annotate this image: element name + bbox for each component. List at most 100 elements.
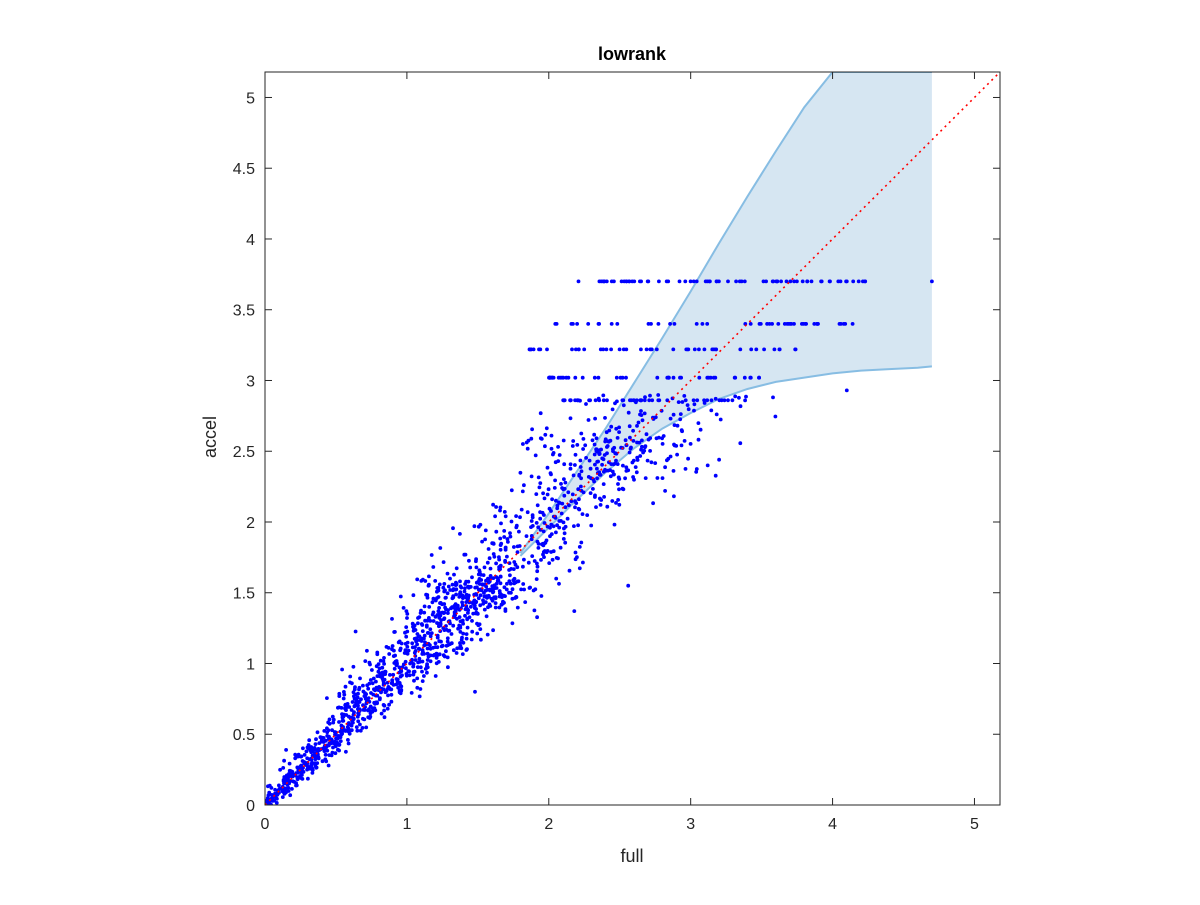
data-point <box>464 632 469 636</box>
data-point <box>428 634 433 639</box>
data-point <box>358 722 362 727</box>
data-point <box>326 720 331 725</box>
data-point <box>671 412 676 417</box>
data-point <box>714 412 719 417</box>
data-point <box>512 560 517 564</box>
data-point <box>623 476 627 481</box>
data-point <box>683 398 688 403</box>
data-point <box>478 593 483 598</box>
data-point <box>612 472 616 477</box>
data-point <box>522 587 526 592</box>
data-point <box>535 615 539 620</box>
data-point <box>572 524 576 528</box>
data-point <box>327 753 332 757</box>
data-point <box>361 716 365 721</box>
data-point <box>572 609 577 613</box>
data-point <box>341 696 346 701</box>
data-point <box>479 572 483 577</box>
data-point <box>351 664 356 669</box>
data-point <box>549 446 554 451</box>
data-point <box>457 595 462 599</box>
data-point <box>714 279 719 284</box>
data-point <box>519 507 524 512</box>
data-point <box>458 641 462 645</box>
data-point <box>392 630 397 634</box>
data-point <box>660 476 665 480</box>
data-point <box>611 449 615 453</box>
data-point <box>621 398 626 403</box>
data-point <box>344 749 348 754</box>
data-point <box>347 714 351 719</box>
data-point <box>441 560 446 564</box>
chart-title: lowrank <box>598 44 667 64</box>
data-point <box>422 674 426 678</box>
data-point <box>348 674 353 679</box>
data-point <box>771 279 776 284</box>
data-point <box>363 659 368 663</box>
data-point <box>588 466 593 471</box>
data-point <box>675 423 680 428</box>
data-point <box>617 502 622 507</box>
data-point <box>705 375 710 380</box>
data-point <box>451 648 456 653</box>
data-point <box>576 506 581 511</box>
data-point <box>762 347 766 352</box>
data-point <box>415 676 420 681</box>
data-point <box>668 454 673 459</box>
data-point <box>563 480 568 485</box>
data-point <box>458 643 463 648</box>
data-point <box>497 589 502 593</box>
data-point <box>691 279 696 284</box>
data-point <box>428 627 433 632</box>
data-point <box>323 752 328 757</box>
data-point <box>468 565 473 570</box>
data-point <box>737 395 741 400</box>
data-point <box>479 637 483 642</box>
data-point <box>563 524 568 529</box>
data-point <box>653 415 658 420</box>
data-point <box>569 322 574 326</box>
data-point <box>576 279 581 284</box>
data-point <box>526 438 531 443</box>
data-point <box>451 623 456 628</box>
data-point <box>340 715 345 720</box>
data-point <box>351 716 356 721</box>
data-point <box>597 322 601 326</box>
data-point <box>330 728 334 733</box>
data-point <box>287 772 291 776</box>
data-point <box>562 462 567 467</box>
data-point <box>437 582 442 587</box>
data-point <box>577 545 582 549</box>
data-point <box>656 393 661 397</box>
data-point <box>512 545 516 549</box>
data-point <box>692 347 697 352</box>
data-point <box>330 714 335 719</box>
data-point <box>305 763 309 768</box>
data-point <box>306 776 310 781</box>
data-point <box>485 560 490 565</box>
data-point <box>464 579 468 584</box>
data-point <box>478 627 483 631</box>
confidence-band <box>520 72 932 556</box>
data-point <box>839 322 843 326</box>
data-point <box>502 585 507 590</box>
data-point <box>627 450 632 455</box>
data-point <box>631 439 636 443</box>
data-point <box>616 498 620 502</box>
data-point <box>415 642 419 647</box>
data-point <box>598 503 603 507</box>
data-point <box>545 465 550 470</box>
data-point <box>507 590 511 595</box>
data-point <box>733 394 738 399</box>
data-point <box>425 670 429 675</box>
data-point <box>697 375 702 380</box>
data-point <box>345 702 350 706</box>
data-point <box>530 554 535 558</box>
data-point <box>458 619 463 624</box>
data-point <box>583 443 588 448</box>
data-point <box>425 618 430 623</box>
data-point <box>626 468 631 473</box>
data-point <box>665 398 670 403</box>
data-point <box>471 600 475 605</box>
data-point <box>643 476 648 480</box>
